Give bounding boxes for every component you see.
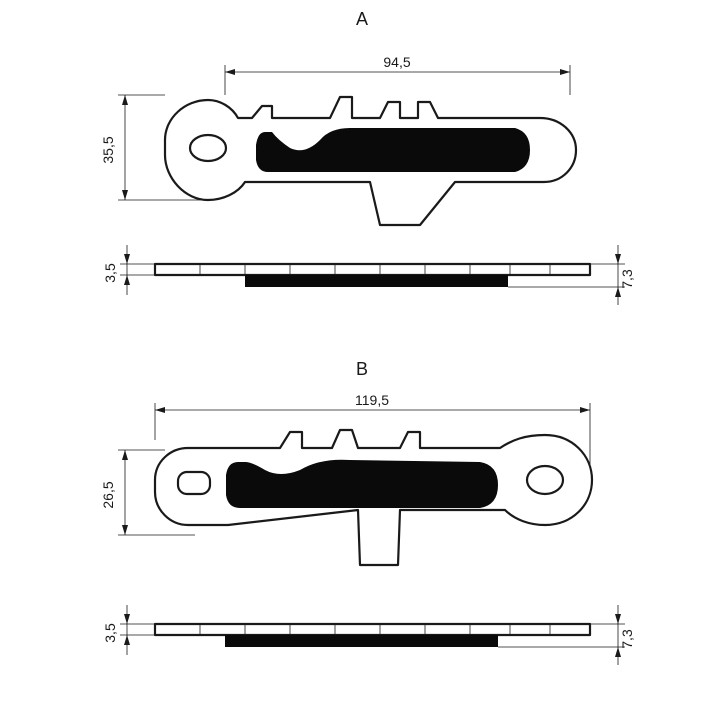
technical-drawing: A 94,5 35,5: [0, 0, 724, 724]
svg-text:26,5: 26,5: [100, 481, 116, 508]
dim-a-plate-thick: 3,5: [102, 245, 155, 295]
part-a-side: [155, 264, 590, 287]
part-a-top: [165, 97, 576, 225]
svg-text:35,5: 35,5: [100, 136, 116, 163]
svg-text:119,5: 119,5: [355, 392, 389, 408]
part-b-side: [155, 624, 590, 647]
dim-b-plate-thick: 3,5: [102, 605, 155, 655]
svg-text:7,3: 7,3: [619, 629, 635, 649]
svg-text:3,5: 3,5: [102, 623, 118, 643]
dim-a-width: 94,5: [225, 54, 570, 95]
svg-text:7,3: 7,3: [619, 269, 635, 289]
svg-text:94,5: 94,5: [383, 54, 410, 70]
section-a-label: A: [356, 9, 368, 29]
svg-text:3,5: 3,5: [102, 263, 118, 283]
part-b-top: [155, 430, 592, 565]
section-b-label: B: [356, 359, 368, 379]
